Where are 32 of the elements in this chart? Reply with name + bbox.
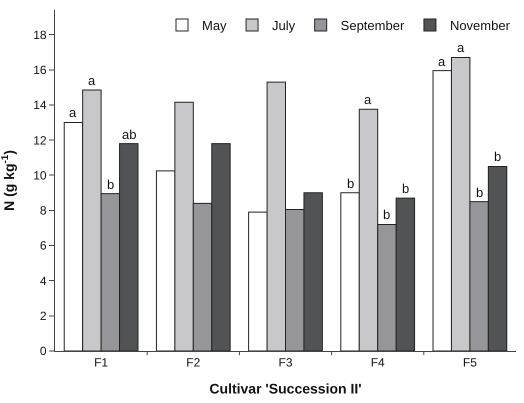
legend-label: July bbox=[272, 18, 296, 34]
x-tick-label: F3 bbox=[278, 355, 293, 370]
annotation: b bbox=[347, 176, 354, 191]
annotation: a bbox=[69, 105, 77, 120]
annotation: b bbox=[402, 181, 410, 196]
y-tick-label: 4 bbox=[40, 274, 47, 288]
legend-label: November bbox=[450, 18, 511, 34]
x-tick-label: F5 bbox=[462, 355, 478, 370]
legend-label: May bbox=[202, 18, 228, 34]
annotation: a bbox=[364, 92, 372, 107]
annotation: b bbox=[494, 149, 502, 164]
annotation: a bbox=[88, 73, 96, 88]
y-tick-label: 10 bbox=[33, 168, 47, 182]
y-tick-label: 6 bbox=[40, 238, 47, 253]
x-axis-title: Cultivar 'Succession II' bbox=[209, 380, 362, 397]
annotation: b bbox=[476, 185, 484, 200]
annotation: ab bbox=[122, 127, 136, 142]
annotation: b bbox=[107, 177, 114, 192]
y-tick-label: 8 bbox=[40, 204, 47, 218]
x-tick-label: F1 bbox=[94, 355, 108, 370]
annotation: b bbox=[383, 207, 390, 222]
y-tick-label: 18 bbox=[33, 28, 47, 42]
x-tick-label: F2 bbox=[186, 355, 201, 370]
y-tick-label: 0 bbox=[40, 344, 47, 358]
y-tick-label: 16 bbox=[33, 62, 47, 77]
x-tick-label: F4 bbox=[370, 355, 386, 370]
y-tick-label: 12 bbox=[33, 133, 47, 148]
annotation: a bbox=[438, 54, 446, 69]
legend-label: September bbox=[340, 18, 405, 34]
y-tick-label: 14 bbox=[33, 98, 47, 112]
y-tick-label: 2 bbox=[40, 309, 47, 324]
annotation: a bbox=[457, 40, 465, 55]
